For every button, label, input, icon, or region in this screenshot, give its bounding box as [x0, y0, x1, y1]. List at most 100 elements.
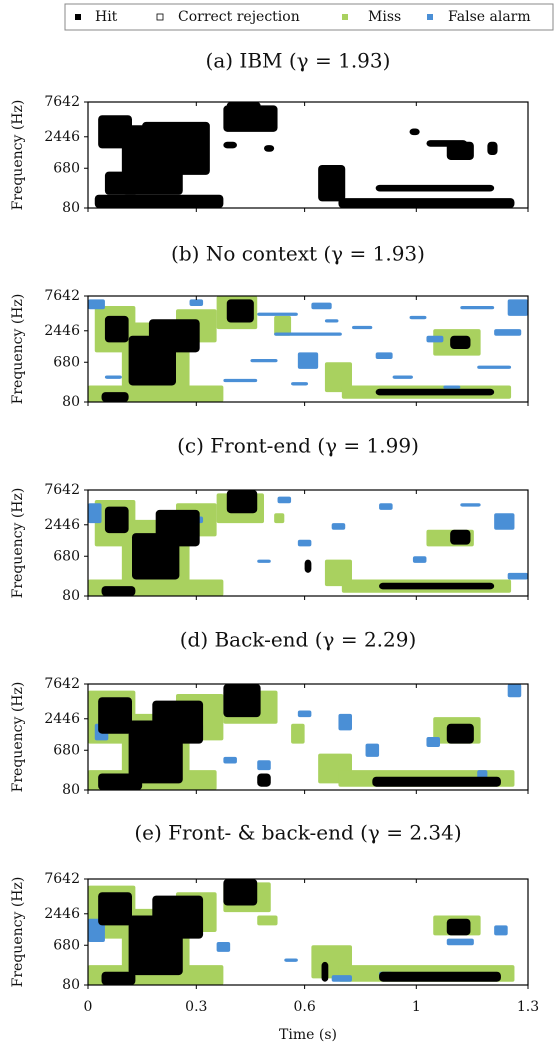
- y-tick-label: 2446: [44, 517, 80, 533]
- mask-region: [250, 358, 278, 363]
- mask-region: [223, 684, 261, 718]
- legend-marker: [75, 14, 81, 20]
- mask-region: [101, 392, 129, 402]
- legend-label: Hit: [95, 9, 118, 25]
- y-tick-label: 80: [62, 782, 80, 798]
- panel-title: (c) Front-end (γ = 1.99): [177, 434, 419, 458]
- mask-region: [291, 382, 308, 386]
- mask-region: [104, 171, 139, 195]
- mask-region: [226, 299, 254, 323]
- mask-region: [487, 141, 498, 155]
- panel-title: (e) Front- & back-end (γ = 2.34): [134, 821, 461, 845]
- y-tick-label: 80: [62, 588, 80, 604]
- y-tick-label: 680: [53, 160, 80, 176]
- legend-label: False alarm: [448, 9, 531, 25]
- mask-region: [450, 529, 471, 545]
- mask-region: [331, 975, 352, 982]
- plot-frame: [87, 295, 529, 403]
- y-axis-label: Frequency (Hz): [10, 682, 26, 793]
- legend-marker: [427, 14, 433, 20]
- legend-label: Miss: [368, 9, 401, 25]
- mask-region: [152, 700, 204, 744]
- mask-region: [352, 325, 373, 330]
- mask-region: [101, 586, 136, 596]
- plot-frame: [87, 683, 529, 791]
- mask-region: [318, 164, 346, 202]
- mask-region: [494, 925, 508, 936]
- panel-title: (a) IBM (γ = 1.93): [206, 49, 391, 73]
- y-tick-label: 2446: [44, 323, 80, 339]
- mask-region: [409, 128, 420, 136]
- mask-region: [189, 299, 204, 306]
- mask-region: [104, 375, 122, 379]
- mask-region: [379, 503, 393, 510]
- mask-region: [372, 776, 501, 787]
- mask-region: [98, 773, 143, 790]
- mask-region: [223, 378, 258, 383]
- mask-region: [375, 184, 495, 192]
- mask-region: [142, 121, 210, 175]
- mask-region: [226, 490, 258, 514]
- mask-region: [226, 102, 261, 109]
- mask-region: [446, 723, 474, 744]
- x-axis-label: Time (s): [279, 1027, 337, 1043]
- mask-region: [324, 319, 339, 323]
- mask-region: [291, 723, 305, 744]
- y-tick-label: 80: [62, 394, 80, 410]
- mask-region: [148, 319, 200, 353]
- mask-region: [324, 362, 352, 393]
- mask-region: [338, 198, 515, 208]
- mask-region: [88, 299, 105, 310]
- mask-region: [152, 895, 204, 939]
- mask-region: [379, 971, 501, 982]
- mask-region: [223, 105, 278, 132]
- mask-region: [297, 352, 319, 369]
- plot-frame: [87, 101, 529, 209]
- mask-region: [104, 506, 129, 534]
- mask-region: [446, 938, 474, 946]
- mask-region: [412, 556, 427, 563]
- mask-region: [257, 773, 271, 787]
- y-axis-label: Frequency (Hz): [10, 877, 26, 988]
- mask-region: [104, 315, 129, 343]
- mask-region: [392, 375, 413, 379]
- legend-box: [64, 3, 554, 31]
- mask-region: [223, 141, 237, 149]
- mask-region: [507, 684, 522, 698]
- mask-region: [216, 941, 231, 952]
- mask-region: [274, 315, 292, 336]
- mask-region: [460, 305, 495, 310]
- mask-region: [321, 961, 329, 982]
- mask-region: [477, 365, 512, 369]
- legend-marker: [342, 14, 348, 20]
- mask-region: [274, 332, 342, 336]
- mask-region: [311, 302, 332, 310]
- mask-region: [331, 523, 346, 530]
- y-axis-label: Frequency (Hz): [10, 100, 26, 211]
- y-tick-label: 680: [53, 742, 80, 758]
- mask-region: [426, 737, 440, 747]
- y-tick-label: 7642: [44, 676, 80, 692]
- y-tick-label: 680: [53, 937, 80, 953]
- y-axis-label: Frequency (Hz): [10, 488, 26, 599]
- mask-region: [375, 388, 495, 396]
- mask-region: [88, 503, 102, 524]
- mask-region: [446, 918, 471, 936]
- legend-marker: [156, 13, 164, 21]
- plot-frame: [87, 489, 529, 597]
- mask-region: [98, 697, 132, 734]
- mask-region: [257, 915, 278, 926]
- mask-region: [460, 503, 481, 507]
- y-tick-label: 680: [53, 354, 80, 370]
- mask-region: [297, 539, 312, 547]
- x-tick-label: 0: [84, 999, 93, 1015]
- mask-region: [94, 194, 224, 208]
- x-tick-label: 0.6: [293, 999, 315, 1015]
- mask-region: [264, 145, 275, 152]
- mask-region: [155, 509, 200, 547]
- mask-region: [409, 315, 427, 320]
- mask-region: [223, 879, 258, 906]
- legend-label: Correct rejection: [178, 9, 300, 25]
- mask-region: [257, 760, 271, 771]
